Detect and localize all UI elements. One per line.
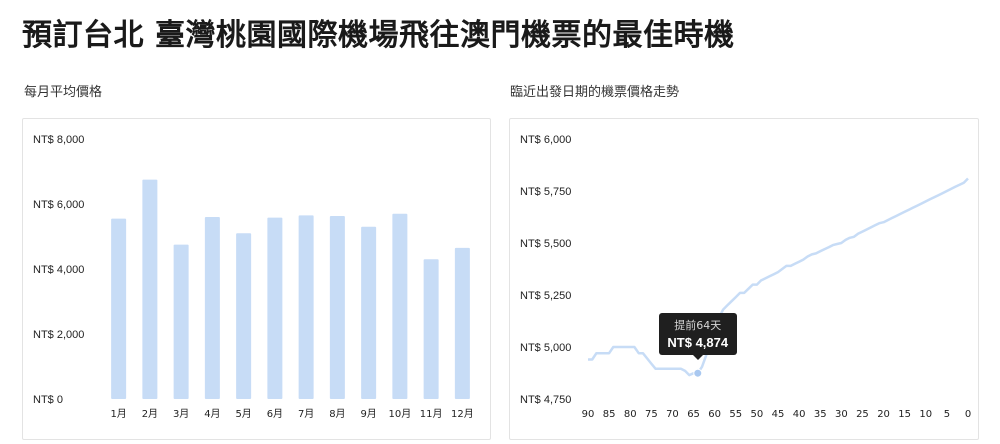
price-trend-chart-svg: NT$ 4,750 NT$ 5,000 NT$ 5,250 NT$ 5,500 NT$ … <box>520 134 971 420</box>
price-trend-line <box>588 177 969 377</box>
x-tick-label: 30 <box>835 409 848 420</box>
x-tick-label: 85 <box>603 409 616 420</box>
bar-12月[interactable] <box>454 247 470 399</box>
bar-4月[interactable] <box>204 217 220 399</box>
x-tick-label: 80 <box>624 409 637 420</box>
x-tick-label: 5 <box>944 409 950 420</box>
x-tick-label: 0 <box>965 409 971 420</box>
y-tick-label: NT$ 5,250 <box>520 290 571 302</box>
x-tick-label: 5月 <box>235 408 251 420</box>
x-tick-label: 55 <box>729 409 742 420</box>
bar-1月[interactable] <box>111 218 127 399</box>
x-tick-label: 7月 <box>298 408 314 420</box>
page-title: 預訂台北 臺灣桃園國際機場飛往澳門機票的最佳時機 <box>22 18 735 53</box>
x-tick-label: 35 <box>814 409 827 420</box>
x-tick-label: 65 <box>687 409 700 420</box>
x-tick-label: 9月 <box>360 408 376 420</box>
x-tick-label: 1月 <box>110 408 126 420</box>
bar-9月[interactable] <box>361 226 377 399</box>
x-tick-label: 15 <box>898 409 911 420</box>
x-tick-label: 10 <box>919 409 932 420</box>
x-tick-label: 6月 <box>267 408 283 420</box>
x-tick-label: 8月 <box>329 408 345 420</box>
x-tick-label: 70 <box>666 409 679 420</box>
x-tick-label: 10月 <box>389 408 412 420</box>
y-tick-label: NT$ 6,000 <box>33 199 84 211</box>
y-tick-label: NT$ 8,000 <box>33 134 84 146</box>
tooltip-arrow <box>692 355 703 361</box>
x-tick-label: 11月 <box>420 408 443 420</box>
x-tick-label: 25 <box>856 409 869 420</box>
y-tick-label: NT$ 5,750 <box>520 186 571 198</box>
bar-5月[interactable] <box>236 233 252 399</box>
tooltip-price-value: NT$ 4,874 <box>667 335 729 351</box>
x-tick-label: 45 <box>772 409 785 420</box>
monthly-price-chart-svg: NT$ 0 NT$ 2,000 NT$ 4,000 NT$ 6,000 NT$ 8,00… <box>33 134 474 420</box>
y-tick-label: NT$ 4,750 <box>520 394 571 406</box>
x-tick-label: 3月 <box>173 408 189 420</box>
y-tick-label: NT$ 6,000 <box>520 134 571 146</box>
bar-7月[interactable] <box>298 215 314 399</box>
trend-chart-title: 臨近出發日期的機票價格走勢 <box>510 85 680 100</box>
bar-8月[interactable] <box>329 216 345 399</box>
price-trend-chart: NT$ 4,750 NT$ 5,000 NT$ 5,250 NT$ 5,500 NT$ … <box>509 118 979 440</box>
y-tick-label: NT$ 5,500 <box>520 238 571 250</box>
bar-3月[interactable] <box>173 244 189 399</box>
x-tick-label: 40 <box>793 409 806 420</box>
x-tick-label: 4月 <box>204 408 220 420</box>
bar-6月[interactable] <box>267 217 283 399</box>
bar-10月[interactable] <box>392 213 408 399</box>
y-tick-label: NT$ 0 <box>33 394 63 406</box>
monthly-price-chart: NT$ 0 NT$ 2,000 NT$ 4,000 NT$ 6,000 NT$ 8,00… <box>22 118 491 440</box>
y-tick-label: NT$ 2,000 <box>33 329 84 341</box>
x-tick-label: 50 <box>751 409 764 420</box>
y-tick-label: NT$ 4,000 <box>33 264 84 276</box>
x-tick-label: 20 <box>877 409 890 420</box>
x-tick-label: 90 <box>582 409 595 420</box>
price-tooltip: 提前64天 NT$ 4,874 <box>658 313 737 361</box>
x-tick-label: 12月 <box>451 408 474 420</box>
monthly-chart-title: 每月平均價格 <box>24 85 103 100</box>
highlight-point-marker[interactable] <box>693 368 703 378</box>
tooltip-days-label: 提前64天 <box>674 319 722 333</box>
x-tick-label: 60 <box>708 409 721 420</box>
x-tick-label: 75 <box>645 409 658 420</box>
x-tick-label: 2月 <box>142 408 158 420</box>
bar-11月[interactable] <box>423 259 439 399</box>
y-tick-label: NT$ 5,000 <box>520 342 571 354</box>
bar-2月[interactable] <box>142 179 158 399</box>
